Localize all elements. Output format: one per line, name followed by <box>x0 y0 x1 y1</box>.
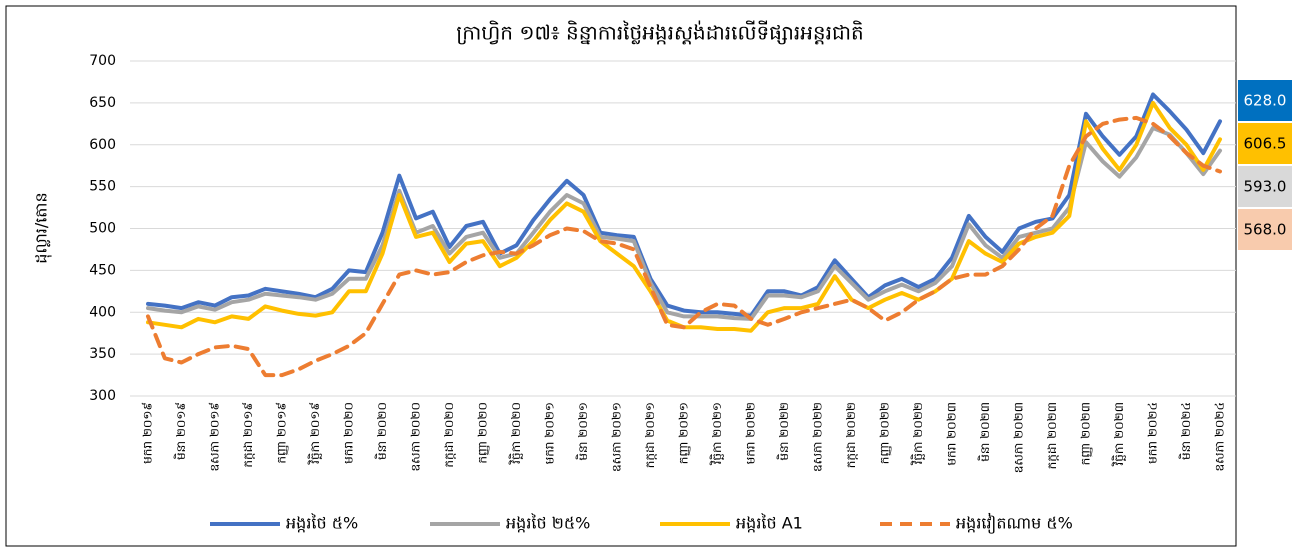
y-tick-label: 350 <box>89 346 116 362</box>
x-tick-label: ឧសភា ២០១៩ <box>208 402 222 471</box>
end-label-box <box>1238 123 1292 164</box>
y-tick-label: 600 <box>89 137 116 153</box>
y-tick-label: 550 <box>89 179 116 195</box>
x-tick-label: កញ្ញា ២០១៩ <box>275 402 289 464</box>
x-tick-label: មករា ២០២០ <box>342 402 356 464</box>
y-tick-label: 500 <box>89 221 116 237</box>
end-label: 628.0 <box>1244 92 1287 110</box>
x-tick-label: មករា ២០២១ <box>543 402 557 464</box>
y-axis-label: ដុល្លារ/តោន <box>32 192 53 263</box>
x-tick-label: វិច្ឆិកា ២០២២ <box>910 402 925 466</box>
x-tick-label: មិនា ២០២៤ <box>1178 402 1193 460</box>
x-tick-label: មករា ២០២២ <box>744 402 758 464</box>
legend-label: អង្ករវៀតណាម ៥% <box>956 513 1073 535</box>
end-label: 606.5 <box>1244 135 1287 153</box>
end-label: 593.0 <box>1244 178 1287 196</box>
x-tick-label: កញ្ញា ២០២០ <box>476 402 490 464</box>
x-tick-label: កញ្ញា ២០២២ <box>878 402 892 464</box>
x-tick-label: មករា ២០២៣ <box>945 402 959 466</box>
y-tick-label: 700 <box>89 53 116 69</box>
x-tick-label: មិនា ២០១៩ <box>173 402 188 460</box>
x-tick-label: ឧសភា ២០២០ <box>409 402 423 471</box>
x-tick-label: កក្កដា ២០២២ <box>844 402 858 468</box>
end-label: 568.0 <box>1244 221 1287 239</box>
x-tick-label: មិនា ២០២២ <box>776 402 791 461</box>
x-tick-label: មិនា ២០២១ <box>575 402 590 461</box>
x-tick-label: ឧសភា ២០២១ <box>610 402 624 472</box>
series-line <box>146 92 1222 318</box>
x-tick-label: ឧសភា ២០២៤ <box>1213 402 1227 471</box>
y-tick-label: 300 <box>89 388 116 404</box>
x-tick-label: វិច្ឆិកា ២០២៣ <box>1111 402 1126 467</box>
y-tick-label: 650 <box>89 95 116 111</box>
legend-label: អង្ករថៃ ២៥% <box>506 513 590 533</box>
x-tick-label: កញ្ញា ២០២៣ <box>1079 402 1093 465</box>
x-tick-label: វិច្ឆិកា ២០២១ <box>709 402 724 466</box>
series-line <box>146 126 1222 321</box>
y-tick-label: 450 <box>89 262 116 278</box>
x-tick-label: មករា ២០២៤ <box>1146 402 1160 464</box>
x-tick-label: កក្កដា ២០១៩ <box>241 402 255 468</box>
legend-label: អង្ករថៃ A1 <box>736 513 803 533</box>
x-tick-label: កក្កដា ២០២១ <box>643 402 657 468</box>
x-tick-label: មិនា ២០២០ <box>374 402 389 460</box>
legend-label: អង្ករថៃ ៥% <box>286 513 358 533</box>
x-tick-label: វិច្ឆិកា ២០១៩ <box>307 402 322 465</box>
chart-title: ក្រាហ្វិក ១៧៖ និន្នាការថ្លៃអង្ករស្តង់ដារ… <box>456 20 863 45</box>
series-line <box>146 115 1222 378</box>
x-tick-label: ឧសភា ២០២៣ <box>1012 402 1026 473</box>
x-tick-label: មិនា ២០២៣ <box>977 402 992 462</box>
x-tick-label: កញ្ញា ២០២១ <box>677 402 691 464</box>
y-tick-label: 400 <box>89 304 116 320</box>
chart-frame <box>5 5 1237 547</box>
x-tick-label: វិច្ឆិកា ២០២០ <box>508 402 523 465</box>
end-label-box <box>1238 80 1292 121</box>
end-label-box <box>1238 166 1292 207</box>
x-tick-label: កក្កដា ២០២៣ <box>1045 402 1059 469</box>
x-tick-label: ឧសភា ២០២២ <box>811 402 825 472</box>
end-label-box <box>1238 209 1292 250</box>
x-tick-label: កក្កដា ២០២០ <box>442 402 456 468</box>
x-tick-label: មករា ២០១៩ <box>141 402 155 464</box>
